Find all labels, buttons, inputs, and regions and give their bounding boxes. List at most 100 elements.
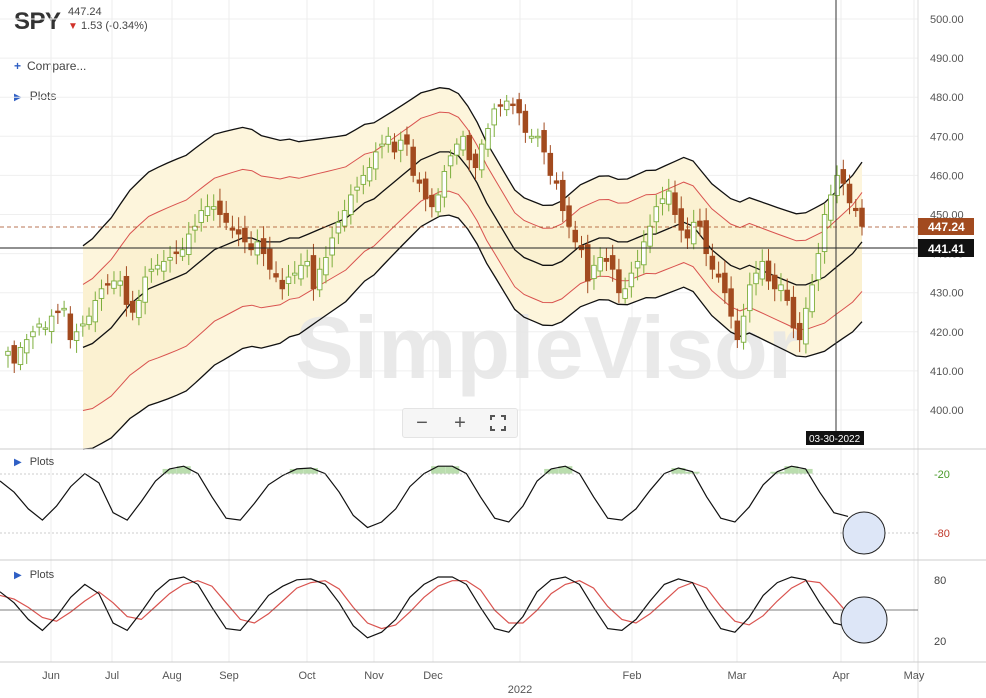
osc1-tick-20: -20	[934, 469, 950, 481]
candle-body	[335, 221, 342, 234]
candle-body	[80, 323, 86, 327]
date-tick-label: Mar	[728, 670, 747, 682]
crosshair-price-bg	[918, 239, 974, 257]
osc2-plots-toggle[interactable]: ▶ Plots	[14, 569, 54, 581]
oscillator-panel-2	[0, 576, 849, 639]
candle-body	[728, 288, 734, 317]
oscillator-line	[0, 580, 849, 630]
candle-body	[217, 200, 223, 215]
candle-body	[11, 345, 17, 364]
oscillator-panel-1	[0, 465, 849, 529]
candle-body	[285, 276, 292, 285]
candle-body	[603, 258, 610, 262]
candle-body	[42, 327, 49, 330]
candle-body	[828, 194, 834, 221]
osc1-tick-80: -80	[934, 528, 950, 540]
date-tick-label: 2022	[508, 684, 532, 696]
candle-body	[790, 296, 797, 329]
candle-body	[316, 268, 323, 291]
candle-body	[821, 214, 828, 253]
candle-body	[460, 135, 466, 151]
price-tick-label: 490.00	[930, 53, 964, 65]
osc1-plots-label: Plots	[29, 456, 55, 468]
overbought-fill	[303, 468, 318, 474]
candle-body	[616, 269, 622, 294]
overbought-fill	[431, 466, 446, 474]
candle-body	[641, 241, 647, 266]
triangle-right-icon: ▶	[14, 457, 22, 468]
date-tick-label: Jun	[42, 670, 60, 682]
candle-body	[123, 275, 130, 305]
candle-body	[609, 255, 616, 270]
candle-body	[248, 243, 254, 251]
candle-body	[447, 155, 454, 167]
candle-body	[503, 100, 510, 111]
candle-body	[136, 300, 142, 319]
candle-body	[391, 141, 398, 153]
osc2-tick-80: 80	[934, 575, 946, 587]
candle-body	[597, 257, 603, 272]
candle-body	[510, 103, 516, 107]
expand-icon[interactable]	[479, 409, 517, 437]
osc1-highlight-circle	[842, 511, 886, 555]
candles	[5, 92, 865, 373]
price-change-value: 1.53 (-0.34%)	[80, 20, 148, 32]
candle-body	[192, 225, 198, 231]
candle-body	[634, 260, 641, 269]
candle-body	[479, 143, 485, 171]
date-tick-label: Apr	[832, 670, 849, 682]
zoom-toolbar: − +	[402, 408, 518, 438]
candle-body	[647, 225, 653, 247]
osc1-plots-toggle[interactable]: ▶ Plots	[14, 456, 54, 468]
crosshair-date-label: 03-30-2022	[809, 434, 861, 445]
candle-body	[697, 220, 703, 227]
candle-body	[547, 152, 554, 176]
date-tick-label: Aug	[162, 670, 182, 682]
inner-upper-line	[82, 111, 863, 285]
candle-body	[111, 280, 117, 289]
candle-body	[684, 229, 691, 239]
candle-body	[348, 194, 354, 216]
candle-body	[859, 207, 865, 227]
candle-body	[273, 273, 279, 278]
overbought-fill	[784, 466, 799, 474]
candle-body	[385, 135, 391, 145]
candle-body	[846, 183, 853, 204]
osc2-highlight-circle	[840, 596, 888, 644]
zoom-out-button[interactable]: −	[416, 411, 428, 434]
date-tick-label: Nov	[364, 670, 384, 682]
candle-body	[472, 153, 479, 169]
triangle-right-icon: ▶	[14, 570, 22, 581]
candle-body	[528, 135, 535, 139]
compare-button[interactable]: + Compare...	[14, 59, 86, 73]
candle-body	[535, 135, 541, 139]
last-price: 447.24	[68, 6, 102, 18]
bollinger-upper-line	[82, 87, 863, 247]
plots-label: Plots	[29, 89, 57, 103]
price-tick-label: 400.00	[930, 405, 964, 417]
osc2-plots-label: Plots	[29, 569, 55, 581]
candle-body	[753, 272, 759, 285]
candle-body	[416, 179, 423, 184]
overbought-fill	[162, 468, 177, 474]
candle-body	[341, 210, 348, 227]
bollinger-lower-line	[82, 214, 863, 450]
candle-body	[497, 104, 504, 107]
zoom-in-button[interactable]: +	[454, 411, 466, 434]
candle-body	[435, 194, 441, 213]
candle-body	[323, 257, 329, 276]
candle-body	[566, 205, 572, 227]
candle-body	[771, 274, 778, 290]
overbought-fill	[445, 466, 460, 474]
overbought-fill	[798, 468, 813, 474]
candle-body	[491, 108, 497, 126]
plus-icon: +	[14, 59, 22, 73]
candle-body	[591, 264, 597, 280]
candle-body	[672, 192, 678, 215]
candle-body	[73, 331, 80, 341]
price-tick-label: 420.00	[930, 327, 964, 339]
candle-body	[210, 206, 217, 210]
candle-body	[86, 315, 92, 326]
watermark-text: SimpleVisor	[295, 298, 802, 397]
